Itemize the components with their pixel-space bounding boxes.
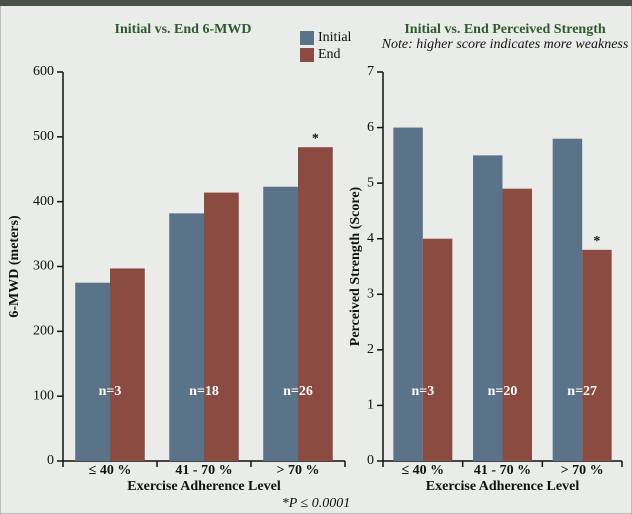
bar — [393, 127, 423, 462]
chart-subtitle: Note: higher score indicates more weakne… — [381, 37, 629, 52]
bar — [75, 282, 110, 461]
bar — [582, 249, 612, 461]
y-tick-label: 600 — [33, 64, 54, 79]
y-tick-label: 6 — [367, 120, 374, 135]
sample-size: n=20 — [488, 384, 518, 399]
x-tick-label: 41 - 70 % — [175, 463, 232, 478]
x-tick-label: ≤ 40 % — [89, 463, 132, 478]
x-axis-label: Exercise Adherence Level — [426, 479, 580, 494]
sample-size: n=18 — [189, 384, 219, 399]
bar — [502, 188, 532, 461]
y-tick-label: 2 — [367, 342, 374, 357]
sample-size: n=3 — [411, 384, 434, 399]
bar — [110, 268, 145, 461]
legend-swatch — [300, 31, 314, 45]
legend-label: End — [318, 47, 341, 62]
x-tick-label: > 70 % — [561, 463, 604, 478]
legend-swatch — [300, 48, 314, 62]
x-axis-label: Exercise Adherence Level — [127, 479, 281, 494]
chart-title: Initial vs. End Perceived Strength — [404, 22, 606, 37]
bar — [298, 147, 333, 461]
x-tick-label: 41 - 70 % — [474, 463, 531, 478]
y-tick-label: 300 — [33, 259, 54, 274]
bar — [204, 192, 239, 461]
y-tick-label: 0 — [47, 453, 54, 468]
bar — [552, 138, 583, 461]
x-tick-label: > 70 % — [277, 463, 320, 478]
bar — [263, 186, 298, 461]
y-tick-label: 7 — [367, 64, 374, 79]
y-tick-label: 500 — [33, 129, 54, 144]
significance-marker: * — [312, 131, 319, 146]
y-tick-label: 5 — [367, 175, 374, 190]
y-tick-label: 100 — [33, 388, 54, 403]
sample-size: n=27 — [567, 384, 597, 399]
bar — [169, 213, 204, 461]
y-tick-label: 200 — [33, 324, 54, 339]
significance-marker: * — [593, 234, 600, 249]
y-tick-label: 4 — [367, 231, 374, 246]
chart-title: Initial vs. End 6-MWD — [115, 22, 252, 37]
y-tick-label: 400 — [33, 194, 54, 209]
y-axis-label: Perceived Strength (Score) — [348, 186, 363, 346]
top-strip — [0, 0, 632, 6]
y-tick-label: 0 — [367, 453, 374, 468]
bar — [473, 155, 503, 461]
y-axis-label: 6-MWD (meters) — [7, 215, 22, 318]
footnote: *P ≤ 0.0001 — [282, 496, 350, 511]
sample-size: n=26 — [283, 384, 313, 399]
y-tick-label: 3 — [367, 287, 374, 302]
legend-label: Initial — [318, 30, 352, 45]
sample-size: n=3 — [99, 384, 122, 399]
y-tick-label: 1 — [367, 398, 374, 413]
x-tick-label: ≤ 40 % — [401, 463, 444, 478]
bar — [422, 238, 453, 461]
